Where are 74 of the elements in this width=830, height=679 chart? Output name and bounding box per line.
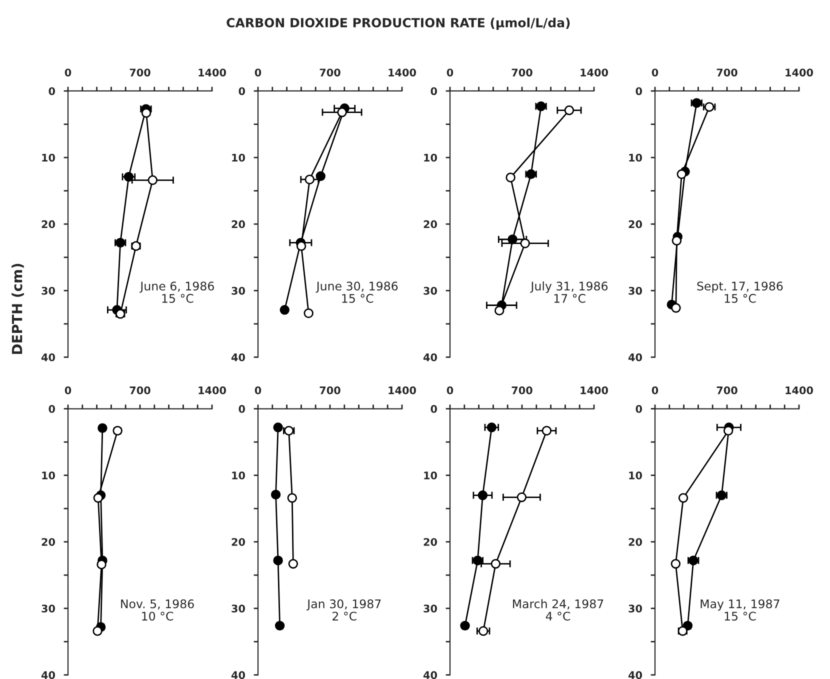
x-tick-label: 0 — [64, 386, 72, 394]
y-tick-label: 40 — [423, 353, 437, 362]
y-tick-label: 0 — [430, 404, 437, 413]
annotation: May 11, 1987 15 °C — [700, 599, 780, 621]
y-tick-label: 10 — [424, 154, 437, 162]
y-tick-label: 30 — [42, 604, 55, 612]
y-axis-title: DEPTH (cm) — [12, 264, 24, 354]
x-tick-label: 700 — [130, 386, 150, 394]
annotation: Jan 30, 1987 2 °C — [306, 599, 381, 621]
x-tick-label: 700 — [716, 68, 738, 76]
y-tick-label: 20 — [424, 220, 437, 228]
annotation: July 31, 1986 17 °C — [530, 281, 608, 303]
y-tick-label: 10 — [42, 154, 55, 162]
y-tick-label: 40 — [41, 353, 55, 362]
y-tick-label: 30 — [42, 286, 55, 295]
x-tick-label: 700 — [716, 386, 738, 394]
y-tick-label: 20 — [232, 220, 245, 228]
x-tick-label: 0 — [446, 68, 454, 76]
y-tick-label: 40 — [231, 353, 245, 362]
y-tick-label: 30 — [424, 286, 437, 295]
y-tick-label: 10 — [629, 154, 642, 162]
y-tick-label: 10 — [232, 154, 245, 162]
x-tick-label: 700 — [512, 68, 532, 76]
x-tick-label: 1400 — [786, 68, 813, 76]
x-tick-label: 700 — [320, 386, 340, 394]
y-tick-label: 30 — [232, 604, 245, 612]
y-tick-label: 40 — [628, 671, 642, 679]
y-tick-label: 20 — [628, 220, 642, 228]
x-tick-label: 1400 — [388, 68, 416, 76]
y-tick-label: 40 — [423, 671, 437, 679]
y-tick-label: 30 — [424, 604, 437, 612]
y-tick-label: 0 — [238, 87, 245, 96]
y-tick-label: 30 — [628, 286, 642, 295]
annotation: Nov. 5, 1986 10 °C — [121, 599, 194, 621]
x-tick-label: 1400 — [198, 386, 226, 394]
y-tick-label: 20 — [42, 538, 55, 546]
y-tick-label: 0 — [636, 404, 642, 413]
x-tick-label: 700 — [320, 68, 340, 76]
y-tick-label: 30 — [628, 604, 642, 612]
y-tick-label: 0 — [430, 87, 437, 96]
x-tick-label: 0 — [446, 386, 454, 394]
y-tick-label: 0 — [48, 87, 55, 96]
y-tick-label: 20 — [628, 538, 642, 546]
x-tick-label: 1400 — [388, 386, 416, 394]
x-tick-label: 1400 — [580, 68, 608, 76]
x-tick-label: 700 — [512, 386, 532, 394]
y-tick-label: 40 — [628, 353, 642, 362]
y-tick-label: 10 — [42, 472, 55, 480]
y-tick-label: 10 — [232, 472, 245, 480]
x-tick-label: 0 — [254, 386, 262, 394]
y-tick-label: 40 — [41, 671, 55, 679]
annotation: Sept. 17, 1986 15 °C — [697, 282, 783, 303]
annotation: June 6, 1986 15 °C — [140, 282, 214, 303]
y-tick-label: 0 — [238, 404, 245, 413]
y-tick-label: 0 — [636, 87, 642, 96]
chart-title: CARBON DIOXIDE PRODUCTION RATE (µmol/L/da) — [226, 18, 570, 30]
y-tick-label: 10 — [629, 472, 642, 480]
y-tick-label: 10 — [424, 472, 437, 480]
x-tick-label: 1400 — [786, 386, 813, 394]
x-tick-label: 0 — [652, 68, 658, 76]
y-tick-label: 20 — [42, 220, 55, 228]
x-tick-label: 700 — [130, 68, 150, 76]
x-tick-label: 1400 — [580, 386, 608, 394]
x-tick-label: 1400 — [198, 68, 226, 76]
annotation: March 24, 1987 4 °C — [513, 599, 604, 621]
y-tick-label: 0 — [48, 404, 55, 413]
y-tick-label: 40 — [231, 671, 245, 679]
x-tick-label: 0 — [254, 68, 262, 76]
y-tick-label: 30 — [232, 286, 245, 295]
annotation: June 30, 1986 15 °C — [316, 282, 398, 303]
x-tick-label: 0 — [64, 68, 72, 76]
x-tick-label: 0 — [652, 386, 658, 394]
y-tick-label: 20 — [232, 538, 245, 546]
y-tick-label: 20 — [424, 538, 437, 546]
